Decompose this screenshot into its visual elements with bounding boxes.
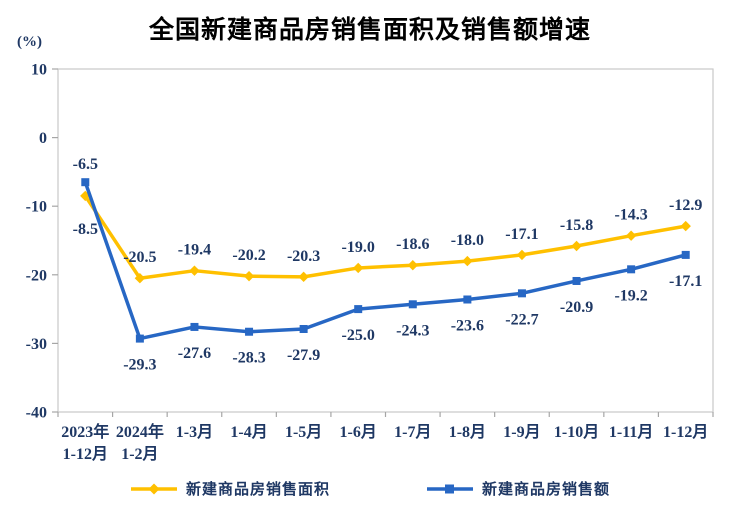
data-point-label: -18.0 xyxy=(451,232,484,249)
data-point-marker xyxy=(517,289,526,298)
legend-label-sales-area: 新建商品房销售面积 xyxy=(185,482,330,498)
legend: 新建商品房销售面积 新建商品房销售额 xyxy=(0,478,740,499)
x-tick-label: 1-11月 xyxy=(609,423,653,441)
data-point-label: -19.4 xyxy=(178,242,211,259)
x-tick-label: 1-9月 xyxy=(503,423,540,441)
y-tick-label: -20 xyxy=(26,267,47,284)
data-point-label: -25.0 xyxy=(342,327,375,344)
data-point-marker xyxy=(81,178,90,187)
y-tick-label: -40 xyxy=(26,405,47,422)
data-point-marker xyxy=(571,240,582,252)
data-point-label: -19.2 xyxy=(614,287,647,304)
data-point-label: -19.0 xyxy=(342,239,375,256)
legend-item-sales-amount: 新建商品房销售额 xyxy=(426,478,610,499)
data-point-marker xyxy=(134,273,146,284)
x-tick-label: 1-12月 xyxy=(663,423,708,441)
data-point-marker xyxy=(80,190,91,202)
x-tick-label: 1-12月 xyxy=(63,445,108,463)
data-point-label: -15.8 xyxy=(560,217,593,234)
y-tick-label: -30 xyxy=(26,336,47,353)
x-tick-label: 1-6月 xyxy=(340,423,377,441)
x-tick-label: 1-3月 xyxy=(176,423,213,441)
data-point-label: -6.5 xyxy=(73,156,98,173)
data-point-label: -27.9 xyxy=(287,347,320,364)
data-point-marker xyxy=(354,305,363,314)
data-point-label: -8.5 xyxy=(73,221,98,238)
x-tick-label: 2023年 xyxy=(61,422,109,441)
x-tick-label: 1-8月 xyxy=(449,423,486,441)
y-tick-label: 0 xyxy=(39,130,47,147)
data-point-marker xyxy=(516,249,528,261)
data-point-label: -20.3 xyxy=(287,248,320,265)
data-point-marker xyxy=(625,230,637,241)
data-point-marker xyxy=(298,271,309,283)
data-point-label: -12.9 xyxy=(669,197,702,214)
x-tick-label: 2024年 xyxy=(116,422,164,441)
data-point-marker xyxy=(408,300,417,309)
y-axis-unit-label: (%) xyxy=(17,34,42,50)
data-point-label: -17.1 xyxy=(505,226,538,243)
data-point-label: -23.6 xyxy=(451,317,484,334)
series-line-1 xyxy=(83,180,688,341)
legend-item-sales-area: 新建商品房销售面积 xyxy=(130,478,330,499)
plot-area: 10 0 -10 -20 -30 -40 2023年 1-12月 2024年 1-2月 1-3月 1-… xyxy=(26,62,714,463)
data-point-label: -29.3 xyxy=(123,357,156,374)
data-point-label: -20.2 xyxy=(232,247,265,264)
data-point-marker xyxy=(190,322,199,331)
data-point-label: -24.3 xyxy=(396,322,429,339)
data-point-marker xyxy=(462,255,473,267)
x-tick-label: 1-7月 xyxy=(394,423,431,441)
data-point-label: -20.5 xyxy=(123,249,156,266)
series-line-0 xyxy=(83,194,688,280)
data-point-marker xyxy=(189,265,200,276)
x-tick-label: 1-4月 xyxy=(230,423,267,441)
data-point-label: -20.9 xyxy=(560,299,593,316)
x-tick-label: 1-2月 xyxy=(121,445,158,463)
data-point-label: -27.6 xyxy=(178,345,211,362)
data-point-marker xyxy=(681,250,690,259)
data-point-label: -22.7 xyxy=(505,311,538,328)
legend-marker-sales-amount-icon xyxy=(427,484,473,493)
data-point-marker xyxy=(680,220,691,232)
data-point-marker xyxy=(407,259,418,271)
data-point-marker xyxy=(299,324,308,333)
data-point-marker xyxy=(463,295,472,304)
x-tick-label: 1-5月 xyxy=(285,423,322,441)
data-point-marker xyxy=(627,265,636,274)
y-tick-label: -10 xyxy=(26,199,47,216)
data-point-label: -28.3 xyxy=(232,350,265,367)
data-point-marker xyxy=(245,327,254,336)
data-point-marker xyxy=(353,262,364,274)
data-point-marker xyxy=(135,334,144,343)
chart-title: 全国新建商品房销售面积及销售额增速 xyxy=(148,16,591,44)
legend-marker-sales-area-icon xyxy=(130,483,177,494)
data-point-label: -14.3 xyxy=(614,207,647,224)
data-point-marker xyxy=(572,276,581,285)
y-tick-label: 10 xyxy=(31,62,47,79)
data-point-marker xyxy=(243,270,255,282)
data-point-label: -17.1 xyxy=(669,273,702,290)
data-point-label: -18.6 xyxy=(396,236,429,253)
x-tick-label: 1-10月 xyxy=(554,423,599,441)
legend-label-sales-amount: 新建商品房销售额 xyxy=(482,482,611,498)
